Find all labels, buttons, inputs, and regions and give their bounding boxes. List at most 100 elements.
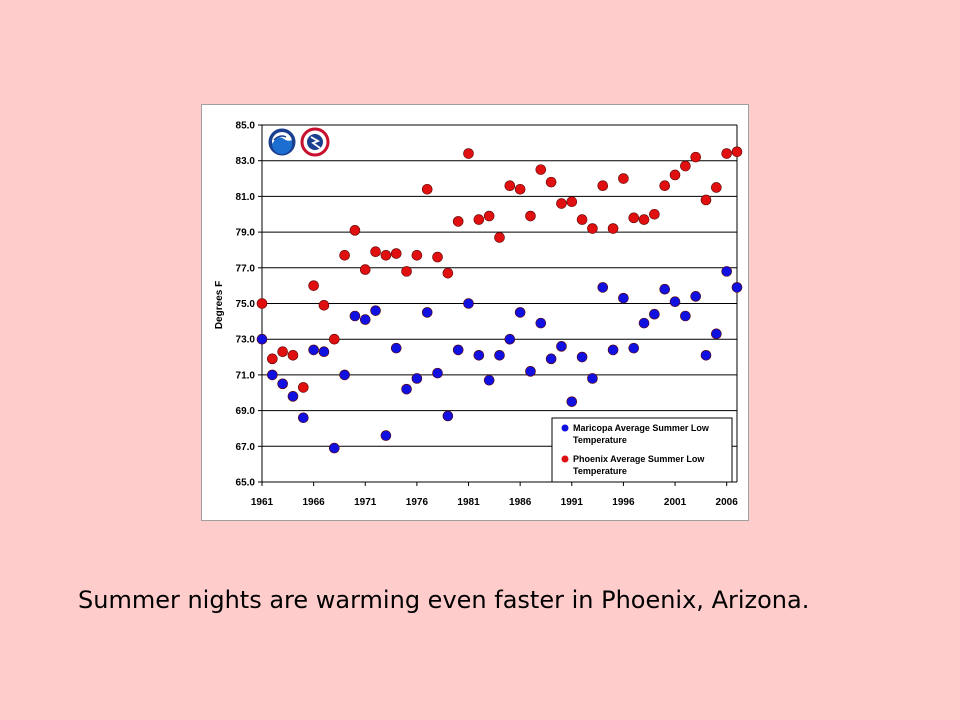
x-tick-label: 1971	[354, 497, 377, 508]
data-point	[504, 333, 516, 345]
data-point	[370, 246, 381, 258]
data-point	[607, 223, 619, 234]
data-point	[380, 430, 392, 441]
data-point	[690, 151, 701, 163]
x-tick-label: 1991	[561, 497, 584, 508]
data-point	[525, 210, 536, 222]
data-point	[390, 248, 402, 259]
y-tick-label: 75.0	[236, 299, 256, 310]
data-point	[597, 282, 609, 293]
nws-logo	[300, 127, 330, 157]
y-tick-label: 71.0	[236, 370, 256, 381]
gridlines	[262, 124, 737, 483]
y-tick-label: 77.0	[236, 263, 256, 274]
data-point	[494, 232, 505, 243]
x-tick-label: 1976	[406, 497, 429, 508]
data-point	[638, 317, 650, 329]
data-point	[556, 198, 567, 209]
data-point	[483, 374, 495, 386]
data-point	[669, 296, 681, 308]
data-point	[711, 328, 722, 340]
data-point	[452, 216, 464, 227]
data-point	[700, 349, 712, 361]
data-point	[463, 298, 474, 309]
legend-box	[551, 417, 733, 483]
data-point	[442, 410, 454, 422]
chart-panel: 65.0 67.0 69.0 71.0 73.0 75.0 77.0 79.0 81.0 83.0…	[201, 104, 749, 521]
data-point	[504, 180, 516, 191]
data-point	[721, 266, 732, 277]
y-tick-label: 65.0	[236, 478, 256, 489]
data-points	[256, 146, 743, 454]
data-point	[287, 349, 299, 361]
data-point	[545, 176, 557, 188]
data-point	[618, 292, 629, 304]
data-point	[328, 442, 340, 454]
data-point	[318, 346, 330, 357]
data-point	[659, 180, 671, 191]
data-point	[328, 333, 340, 345]
data-point	[659, 283, 671, 295]
data-point	[556, 341, 567, 352]
data-point	[298, 382, 309, 393]
data-point	[256, 298, 268, 309]
data-point	[267, 353, 278, 365]
data-point	[535, 164, 547, 175]
data-point	[339, 369, 350, 381]
legend-label-phoenix-line2: Temperature	[573, 466, 627, 476]
data-point	[432, 367, 443, 379]
data-point	[494, 349, 505, 361]
data-point	[680, 160, 691, 172]
legend-marker-maricopa	[561, 424, 569, 432]
data-point	[256, 333, 268, 345]
data-point	[628, 212, 640, 224]
data-point	[452, 344, 464, 356]
y-tick-label: 69.0	[236, 406, 256, 417]
data-point	[287, 391, 299, 402]
data-point	[566, 396, 578, 407]
data-point	[690, 291, 701, 302]
y-tick-label: 73.0	[236, 335, 256, 346]
data-point	[442, 267, 454, 279]
legend-label-phoenix-line1: Phoenix Average Summer Low	[573, 454, 705, 464]
data-point	[308, 280, 319, 291]
data-point	[349, 225, 361, 236]
data-point	[359, 314, 371, 325]
data-point	[618, 173, 629, 184]
data-point	[731, 282, 743, 293]
y-tick-label: 85.0	[236, 121, 256, 132]
data-point	[298, 412, 309, 424]
data-point	[649, 308, 660, 320]
data-point	[370, 305, 381, 316]
data-point	[587, 223, 598, 234]
series-phoenix	[256, 146, 743, 393]
x-tick-label: 1996	[612, 497, 635, 508]
data-point	[411, 250, 423, 261]
data-point	[535, 317, 547, 329]
data-point	[339, 250, 350, 261]
data-point	[390, 342, 402, 354]
noaa-logo	[267, 127, 297, 157]
series-maricopa	[256, 266, 743, 454]
data-point	[267, 369, 278, 381]
data-point	[638, 214, 650, 225]
data-point	[721, 148, 732, 159]
y-tick-label: 79.0	[236, 228, 256, 239]
data-point	[483, 210, 495, 222]
x-tick-label: 2006	[716, 497, 739, 508]
x-tick-label: 1966	[303, 497, 326, 508]
data-point	[669, 169, 681, 181]
data-point	[318, 299, 330, 311]
y-tick-label: 67.0	[236, 442, 256, 453]
data-point	[277, 378, 288, 390]
data-point	[411, 373, 423, 384]
data-point	[473, 349, 485, 361]
data-point	[545, 353, 557, 365]
x-tick-label: 1981	[457, 497, 480, 508]
data-point	[359, 264, 371, 275]
data-point	[308, 344, 319, 356]
data-point	[349, 310, 361, 322]
y-tick-label: 81.0	[236, 192, 256, 203]
data-point	[514, 183, 526, 195]
legend-label-maricopa-line2: Temperature	[573, 435, 627, 445]
